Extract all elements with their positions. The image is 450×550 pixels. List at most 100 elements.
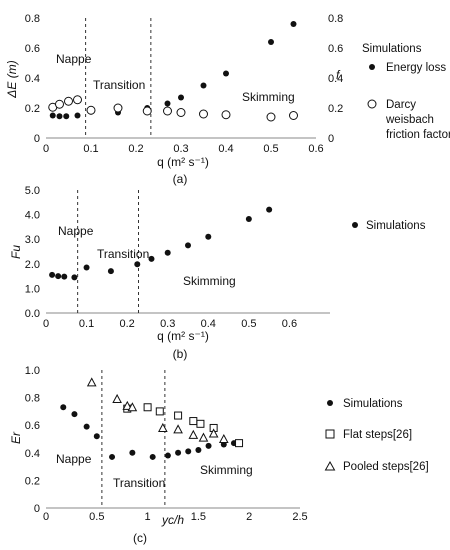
panel-c-series-1-point — [164, 452, 171, 459]
legend-flat-steps-label: Flat steps[26] — [343, 429, 412, 441]
panel-c-series-3-point — [127, 402, 138, 412]
panel-b-y-tick: 1.0 — [25, 283, 40, 295]
panel-c-series-1-point — [220, 441, 227, 448]
panel-a-series-2-point — [221, 110, 231, 120]
panel-b-series-1-point — [55, 273, 62, 280]
panel-b-y-tick: 3.0 — [25, 234, 40, 246]
panel-c-series-2-point — [196, 419, 205, 428]
panel-a-series-1-point — [74, 112, 81, 119]
legend-darcy-label: Darcy weisbach friction factor — [385, 99, 450, 141]
panel-a-series-2-point — [142, 106, 152, 116]
panel-b-x-tick: 0.6 — [282, 318, 297, 330]
panel-b-series-1-point — [148, 255, 155, 262]
panel-b-caption: (b) — [173, 347, 188, 361]
panel-c-region-nappe: Nappe — [56, 452, 92, 466]
panel-a: 0 0.1 0.2 0.3 0.4 0.5 0.6 0 0.2 0.4 0.6 0.8 0 0.2 0.… — [5, 13, 450, 186]
panel-b-region-transition: Transition — [97, 247, 149, 261]
panel-c-series-1-point — [83, 423, 90, 430]
panel-b-marks — [49, 190, 273, 313]
panel-b-region-nappe: Nappe — [58, 224, 94, 238]
legend-c-simulations-label: Simulations — [343, 398, 403, 410]
panel-c-x-tick: 1.5 — [191, 511, 206, 523]
panel-c-series-1-point — [60, 404, 67, 411]
panel-c-y-tick: 0.4 — [25, 448, 40, 460]
panel-c-x-tick: 2.5 — [292, 511, 307, 523]
panel-c-region-transition: Transition — [113, 476, 165, 490]
panel-a-series-1-point — [290, 21, 297, 27]
panel-c-series-3-point — [122, 400, 133, 410]
panel-c-x-label: yc/h — [161, 513, 184, 527]
panel-a-y-tick: 0.4 — [25, 73, 40, 85]
panel-a-x-tick: 0.5 — [263, 143, 278, 155]
panel-a-y-label: ΔE (m) — [5, 60, 19, 98]
panel-c-series-1-point — [149, 453, 156, 460]
panel-a-caption: (a) — [173, 172, 188, 186]
panel-b-series-1-point — [185, 242, 191, 249]
panel-a-y2-tick: 0.4 — [328, 73, 343, 85]
panel-a-x-tick: 0.2 — [128, 143, 143, 155]
panel-a-x-tick: 0.6 — [308, 143, 323, 155]
panel-a-series-1-point — [268, 39, 274, 45]
panel-c-series-1-point — [185, 448, 192, 455]
panel-c-series-2-point — [143, 403, 152, 412]
panel-b-series-1-point — [134, 261, 141, 268]
panel-c-x-ticks: 0 0.5 1 1.5 2 2.5 — [43, 511, 308, 523]
legend-energy-loss-marker — [369, 64, 375, 70]
panel-a-y-tick: 0.6 — [25, 43, 40, 55]
panel-c-series-1-point — [175, 449, 182, 456]
panel-c-x-tick: 0.5 — [89, 511, 104, 523]
panel-b-y-label: Fu — [9, 245, 23, 259]
panel-a-y-tick: 0.8 — [25, 13, 40, 25]
panel-a-y-ticks: 0 0.2 0.4 0.6 0.8 — [25, 13, 40, 145]
panel-a-series-1-point — [56, 113, 63, 120]
panel-c-series-2-point — [155, 407, 164, 416]
panel-a-y2-ticks: 0 0.2 0.4 0.6 0.8 — [328, 13, 343, 145]
panel-c-series-1-point — [195, 447, 202, 454]
panel-c-series-2-point — [174, 411, 183, 420]
panel-b-y-tick: 4.0 — [25, 210, 40, 222]
legend-pooled-steps-label: Pooled steps[26] — [343, 461, 429, 473]
panel-b-x-label: q (m² s⁻¹) — [157, 329, 209, 343]
panel-b-series-1-point — [245, 216, 252, 223]
panel-b-series-1-point — [49, 271, 56, 278]
panel-b-series-1-point — [164, 249, 171, 256]
panel-b-series-1-point — [205, 233, 212, 240]
panel-c-series-3-point — [86, 377, 97, 387]
panel-b-x-tick: 0.2 — [119, 318, 134, 330]
panel-b-y-tick: 5.0 — [25, 185, 40, 197]
panel-b-x-tick: 0.1 — [79, 318, 94, 330]
panel-b: 0 0.1 0.2 0.3 0.4 0.5 0.6 0.0 1.0 2.0 3.0 4.0 5.0 N… — [9, 185, 426, 361]
panel-c-caption: (c) — [133, 531, 147, 545]
panel-a-series-2-point — [289, 111, 298, 120]
legend-darcy-line-2: weisbach — [385, 114, 434, 126]
panel-a-x-label: q (m² s⁻¹) — [157, 155, 209, 169]
panel-a-series-2-point — [55, 99, 64, 109]
panel-c-y-tick: 1.0 — [25, 365, 40, 377]
legend-c-simulations-marker — [327, 400, 333, 406]
panel-c-series-2-point — [235, 439, 244, 448]
panel-a-x-tick: 0.3 — [173, 143, 188, 155]
legend-pooled-steps-marker — [324, 460, 336, 471]
panel-a-y2-tick: 0.6 — [328, 43, 343, 55]
legend-b-simulations-marker — [352, 222, 358, 228]
panel-b-series-1-point — [266, 206, 273, 213]
panel-a-x-tick: 0 — [43, 143, 49, 155]
panel-c-series-3-point — [173, 424, 183, 434]
panel-b-x-ticks: 0 0.1 0.2 0.3 0.4 0.5 0.6 — [43, 318, 297, 330]
panel-c-series-2-point — [189, 417, 198, 426]
panel-c-series-3-point — [208, 428, 219, 438]
panel-c-marks — [60, 370, 244, 508]
panel-a-series-1-point — [223, 70, 229, 77]
panel-c-region-skimming: Skimming — [200, 463, 253, 477]
legend-energy-loss-label: Energy loss — [386, 62, 446, 74]
panel-c: 0 0.5 1 1.5 2 2.5 0 0.2 0.4 0.6 0.8 1.0 Nappe Tran… — [9, 365, 429, 545]
panel-b-series-1-point — [107, 268, 114, 275]
panel-c-y-tick: 0.8 — [25, 393, 40, 405]
panel-b-series-1-point — [61, 273, 68, 280]
panel-b-y-ticks: 0.0 1.0 2.0 3.0 4.0 5.0 — [25, 185, 40, 320]
legend-darcy-marker — [367, 99, 377, 109]
panel-c-x-tick: 0 — [43, 511, 49, 523]
panel-a-series-2-point — [163, 106, 172, 116]
panel-c-series-3-point — [158, 422, 168, 432]
